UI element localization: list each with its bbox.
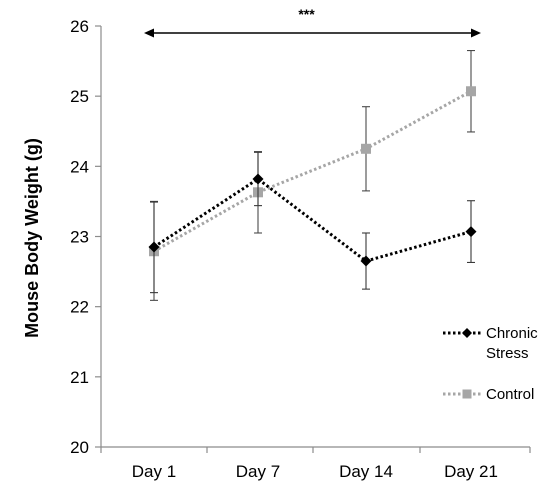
x-tick-label: Day 1 [132,462,176,481]
series-chronic-stress [148,151,477,294]
legend: Chronic Stress Control [443,325,538,403]
y-axis-title: Mouse Body Weight (g) [22,138,42,338]
x-tick-label: Day 21 [444,462,498,481]
legend-item-chronic-stress: Chronic Stress [443,325,538,362]
significance-annotation: *** [144,6,481,38]
y-tick-label: 20 [70,438,89,457]
series-control [149,50,476,301]
data-point [466,86,476,97]
series-line [153,89,472,253]
y-tick-label: 23 [70,228,89,247]
x-tick-label: Day 14 [339,462,393,481]
axes: 20 21 22 23 24 25 26 Day 1 Day 7 Day 14 Day 21 [70,17,531,481]
x-tick-label: Day 7 [236,462,280,481]
data-point [465,226,477,238]
annotation-label: *** [298,6,315,22]
legend-label: Control [486,386,534,403]
series-line [153,177,472,263]
y-tick-label: 24 [70,157,89,176]
legend-marker [462,328,472,338]
data-point [148,241,160,253]
data-point [252,173,264,185]
data-point [361,143,371,154]
y-tick-label: 22 [70,298,89,317]
series-group [148,50,477,301]
legend-item-control: Control [443,386,534,403]
annotation-arrowhead-left [144,28,154,38]
legend-marker [462,389,472,399]
y-tick-label: 21 [70,368,89,387]
legend-label: Chronic Stress [486,325,538,362]
data-point [360,255,372,267]
annotation-arrowhead-right [471,28,481,38]
y-tick-label: 25 [70,87,89,106]
y-tick-label: 26 [70,17,89,36]
